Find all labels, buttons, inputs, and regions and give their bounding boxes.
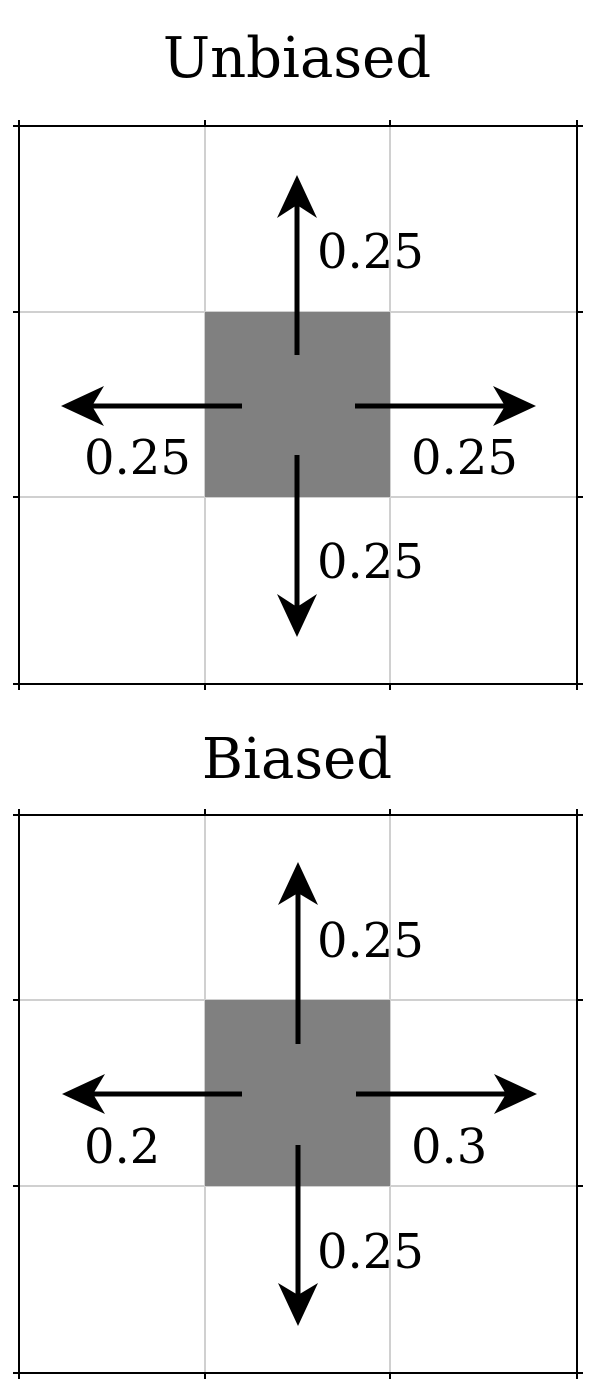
panel-title-unbiased: Unbiased <box>163 26 431 91</box>
arrow-right <box>356 1074 537 1114</box>
prob-down-label: 0.25 <box>317 534 424 590</box>
arrowhead-down-icon <box>277 594 317 637</box>
arrowhead-left-icon <box>62 1074 105 1114</box>
prob-left-label: 0.2 <box>84 1119 160 1175</box>
arrowhead-left-icon <box>61 386 104 426</box>
arrow-up <box>278 862 318 1044</box>
panel-title-biased: Biased <box>202 727 392 792</box>
arrowhead-up-icon <box>277 175 317 218</box>
panel-biased: Biased <box>13 727 583 1379</box>
arrow-up <box>277 175 317 355</box>
prob-right-label: 0.25 <box>411 430 518 486</box>
arrowhead-down-icon <box>278 1283 318 1326</box>
plot-frame <box>18 814 578 1374</box>
arrowhead-right-icon <box>494 1074 537 1114</box>
arrow-right <box>355 386 536 426</box>
arrow-down <box>277 455 317 637</box>
arrowhead-right-icon <box>493 386 536 426</box>
prob-right-label: 0.3 <box>411 1119 487 1175</box>
arrow-left <box>61 386 242 426</box>
axis-ticks <box>13 809 583 1379</box>
plot-frame <box>18 125 578 685</box>
prob-left-label: 0.25 <box>84 430 191 486</box>
axis-ticks <box>13 120 583 690</box>
arrow-down <box>278 1145 318 1326</box>
prob-down-label: 0.25 <box>317 1224 424 1280</box>
panel-unbiased: Unbiased <box>13 26 583 690</box>
prob-up-label: 0.25 <box>317 224 424 280</box>
arrow-left <box>62 1074 242 1114</box>
arrowhead-up-icon <box>278 862 318 905</box>
prob-up-label: 0.25 <box>317 913 424 969</box>
